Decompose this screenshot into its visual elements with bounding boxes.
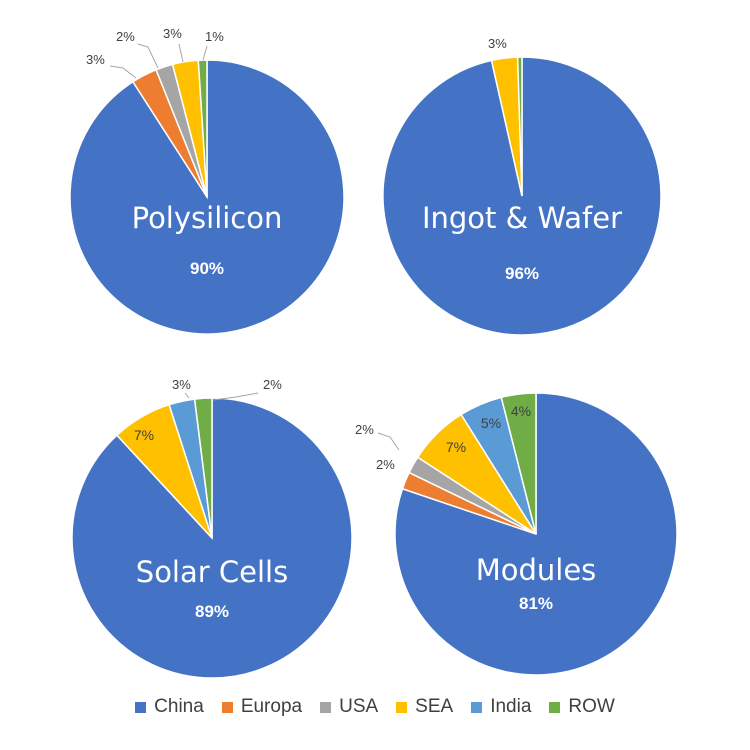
leader-line-sea [178,43,184,63]
data-label-china: 90% [190,259,224,278]
data-label-china: 96% [505,264,539,283]
legend-swatch-usa [320,701,332,713]
data-label-europa: 2% [376,457,395,472]
slice-row [516,56,523,197]
pie-title: Ingot & Wafer [422,201,622,235]
data-label-china: 81% [519,594,553,613]
data-label-sea: 7% [446,439,466,455]
legend-label-india: India [490,696,532,717]
data-label-row: 2% [263,377,282,392]
legend-swatch-europa [221,701,233,713]
pie-title: Polysilicon [132,201,283,235]
pie-ingot-wafer: Ingot & Wafer 96% 3% [382,36,662,336]
data-label-india: 5% [481,415,501,431]
slice-row [500,392,537,535]
data-label-europa: 3% [86,52,105,67]
data-label-sea: 3% [488,36,507,51]
slice-row [197,59,208,198]
legend-swatch-sea [396,701,408,713]
leader-line-europa [109,65,137,79]
data-label-usa: 2% [116,29,135,44]
data-label-usa: 2% [355,422,374,437]
leader-line-row [202,45,208,61]
legend-item-china: China [135,696,204,718]
legend-item-sea: SEA [396,696,453,718]
data-label-row: 1% [205,29,224,44]
data-label-china: 89% [195,602,229,621]
legend-label-europa: Europa [240,696,303,717]
legend-item-row: ROW [549,696,615,718]
pie-polysilicon: Polysilicon 90% 3% 2% 3% 1% [69,26,345,335]
legend-label-usa: USA [339,696,379,717]
pie-title: Solar Cells [136,555,288,589]
pie-title: Modules [476,553,597,587]
data-label-sea: 7% [134,427,154,443]
legend-label-china: China [154,696,204,717]
leader-line-row [212,392,259,401]
legend-label-row: ROW [568,696,615,717]
legend-item-usa: USA [320,696,378,718]
legend-item-europa: Europa [221,696,303,718]
leader-line-india [184,392,190,399]
pie-solar-cells: Solar Cells 89% 7% 3% 2% [71,377,353,679]
legend-label-sea: SEA [415,696,454,717]
data-label-sea: 3% [163,26,182,41]
leader-line-usa [377,432,400,451]
legend-swatch-india [471,701,483,713]
slice-row [193,397,213,539]
data-label-row: 4% [511,403,531,419]
leader-line-usa [137,43,159,69]
slice-china [69,59,345,335]
legend-item-india: India [471,696,531,718]
data-label-india: 3% [172,377,191,392]
legend-swatch-china [135,701,147,713]
chart-legend: China Europa USA SEA India ROW [0,696,750,718]
legend-swatch-row [549,701,561,713]
pie-modules: Modules 81% 2% 2% 7% 5% 4% [355,392,678,676]
